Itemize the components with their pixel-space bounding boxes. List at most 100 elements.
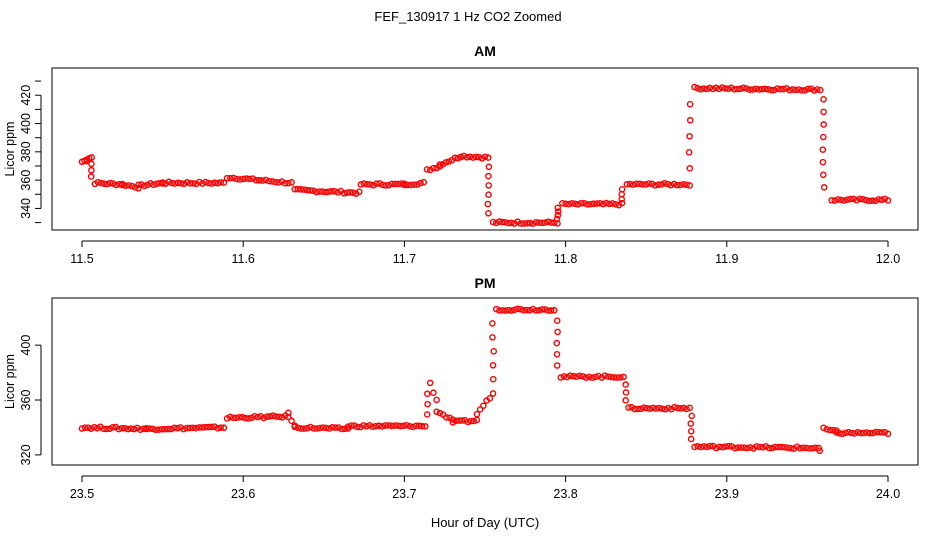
pm-data-point bbox=[680, 404, 687, 412]
pm-data-point bbox=[740, 444, 748, 451]
pm-data-point bbox=[480, 402, 487, 410]
pm-data-point bbox=[839, 430, 846, 438]
am-data-point bbox=[205, 179, 212, 187]
am-data-point bbox=[401, 180, 408, 187]
pm-data-point bbox=[127, 425, 135, 432]
pm-data-point bbox=[538, 306, 546, 313]
pm-data-point bbox=[363, 423, 370, 430]
pm-data-point bbox=[242, 414, 249, 422]
am-data-point bbox=[865, 197, 873, 205]
pm-data-point bbox=[344, 423, 352, 430]
pm-data-point bbox=[820, 424, 827, 432]
am-data-point bbox=[319, 188, 326, 195]
am-data-point bbox=[430, 164, 437, 172]
pm-data-point bbox=[640, 404, 648, 412]
am-data-point bbox=[820, 96, 827, 103]
pm-data-point bbox=[799, 444, 807, 452]
am-data-point bbox=[764, 86, 772, 93]
pm-data-point bbox=[547, 307, 555, 314]
pm-data-point bbox=[706, 442, 714, 450]
pm-data-point bbox=[712, 444, 720, 452]
pm-data-point bbox=[130, 425, 138, 433]
pm-data-point bbox=[725, 442, 732, 450]
am-data-point bbox=[366, 181, 374, 188]
pm-data-point bbox=[554, 328, 561, 336]
am-y-tick-label: 340 bbox=[19, 198, 33, 219]
am-data-point bbox=[606, 200, 613, 208]
pm-data-point bbox=[687, 435, 695, 443]
am-data-point bbox=[609, 200, 616, 207]
am-data-point bbox=[312, 188, 320, 196]
pm-data-point bbox=[544, 307, 552, 314]
pm-data-point bbox=[103, 425, 110, 433]
am-data-point bbox=[492, 219, 500, 227]
am-data-point bbox=[226, 174, 234, 182]
pm-data-point bbox=[146, 425, 153, 432]
pm-x-tick-label: 23.9 bbox=[715, 487, 739, 501]
pm-data-point bbox=[775, 443, 782, 451]
pm-data-point bbox=[84, 424, 92, 431]
am-data-point bbox=[410, 181, 418, 188]
am-data-point bbox=[554, 211, 562, 219]
pm-data-point bbox=[823, 426, 831, 433]
pm-data-point bbox=[164, 425, 172, 433]
am-data-point bbox=[749, 86, 757, 93]
am-data-point bbox=[642, 181, 650, 188]
am-data-point bbox=[379, 181, 386, 189]
pm-data-point bbox=[272, 413, 280, 420]
am-data-point bbox=[294, 185, 302, 193]
am-data-point bbox=[804, 85, 812, 93]
pm-data-point bbox=[700, 443, 708, 450]
pm-data-point bbox=[430, 389, 437, 397]
am-data-point bbox=[706, 84, 714, 92]
pm-data-point bbox=[833, 429, 840, 436]
pm-data-point bbox=[94, 424, 101, 432]
pm-data-point bbox=[793, 443, 801, 451]
am-data-point bbox=[502, 218, 509, 226]
am-data-point bbox=[141, 182, 148, 190]
am-y-tick-label: 380 bbox=[19, 141, 33, 162]
pm-data-point bbox=[140, 425, 147, 433]
am-x-tick-label: 11.5 bbox=[70, 252, 93, 266]
am-data-point bbox=[309, 187, 317, 195]
am-data-point bbox=[813, 86, 821, 93]
pm-data-point bbox=[183, 424, 191, 432]
am-data-point bbox=[629, 181, 637, 188]
am-data-point bbox=[703, 85, 711, 93]
am-data-point bbox=[394, 180, 402, 188]
pm-data-point bbox=[155, 426, 163, 433]
am-data-point bbox=[581, 200, 588, 207]
am-data-point bbox=[554, 208, 562, 215]
pm-data-point bbox=[381, 422, 389, 429]
am-data-point bbox=[382, 182, 390, 189]
am-data-point bbox=[272, 178, 279, 186]
am-data-point bbox=[786, 86, 793, 94]
pm-data-point bbox=[557, 374, 565, 381]
pm-data-point bbox=[384, 422, 392, 429]
pm-data-point bbox=[508, 307, 515, 314]
am-data-point bbox=[810, 87, 818, 94]
am-data-point bbox=[119, 180, 126, 188]
am-data-point bbox=[475, 153, 483, 161]
pm-data-point bbox=[489, 375, 497, 383]
am-data-point bbox=[651, 182, 659, 189]
pm-data-point bbox=[335, 424, 342, 431]
am-data-point bbox=[208, 180, 215, 187]
am-data-point bbox=[612, 201, 620, 208]
pm-data-point bbox=[579, 372, 587, 380]
am-data-point bbox=[593, 200, 601, 207]
pm-data-point bbox=[566, 372, 574, 379]
pm-data-point bbox=[189, 424, 197, 432]
pm-data-point bbox=[254, 413, 262, 421]
pm-data-point bbox=[688, 412, 696, 420]
am-data-point bbox=[721, 84, 729, 92]
am-data-point bbox=[731, 86, 738, 93]
am-data-point bbox=[562, 200, 569, 208]
pm-data-point bbox=[149, 425, 156, 433]
am-data-point bbox=[574, 200, 582, 208]
pm-data-point bbox=[687, 427, 695, 435]
am-data-point bbox=[568, 199, 576, 207]
pm-x-tick-label: 23.8 bbox=[553, 487, 577, 501]
pm-data-point bbox=[869, 429, 877, 437]
pm-data-point bbox=[523, 306, 531, 314]
